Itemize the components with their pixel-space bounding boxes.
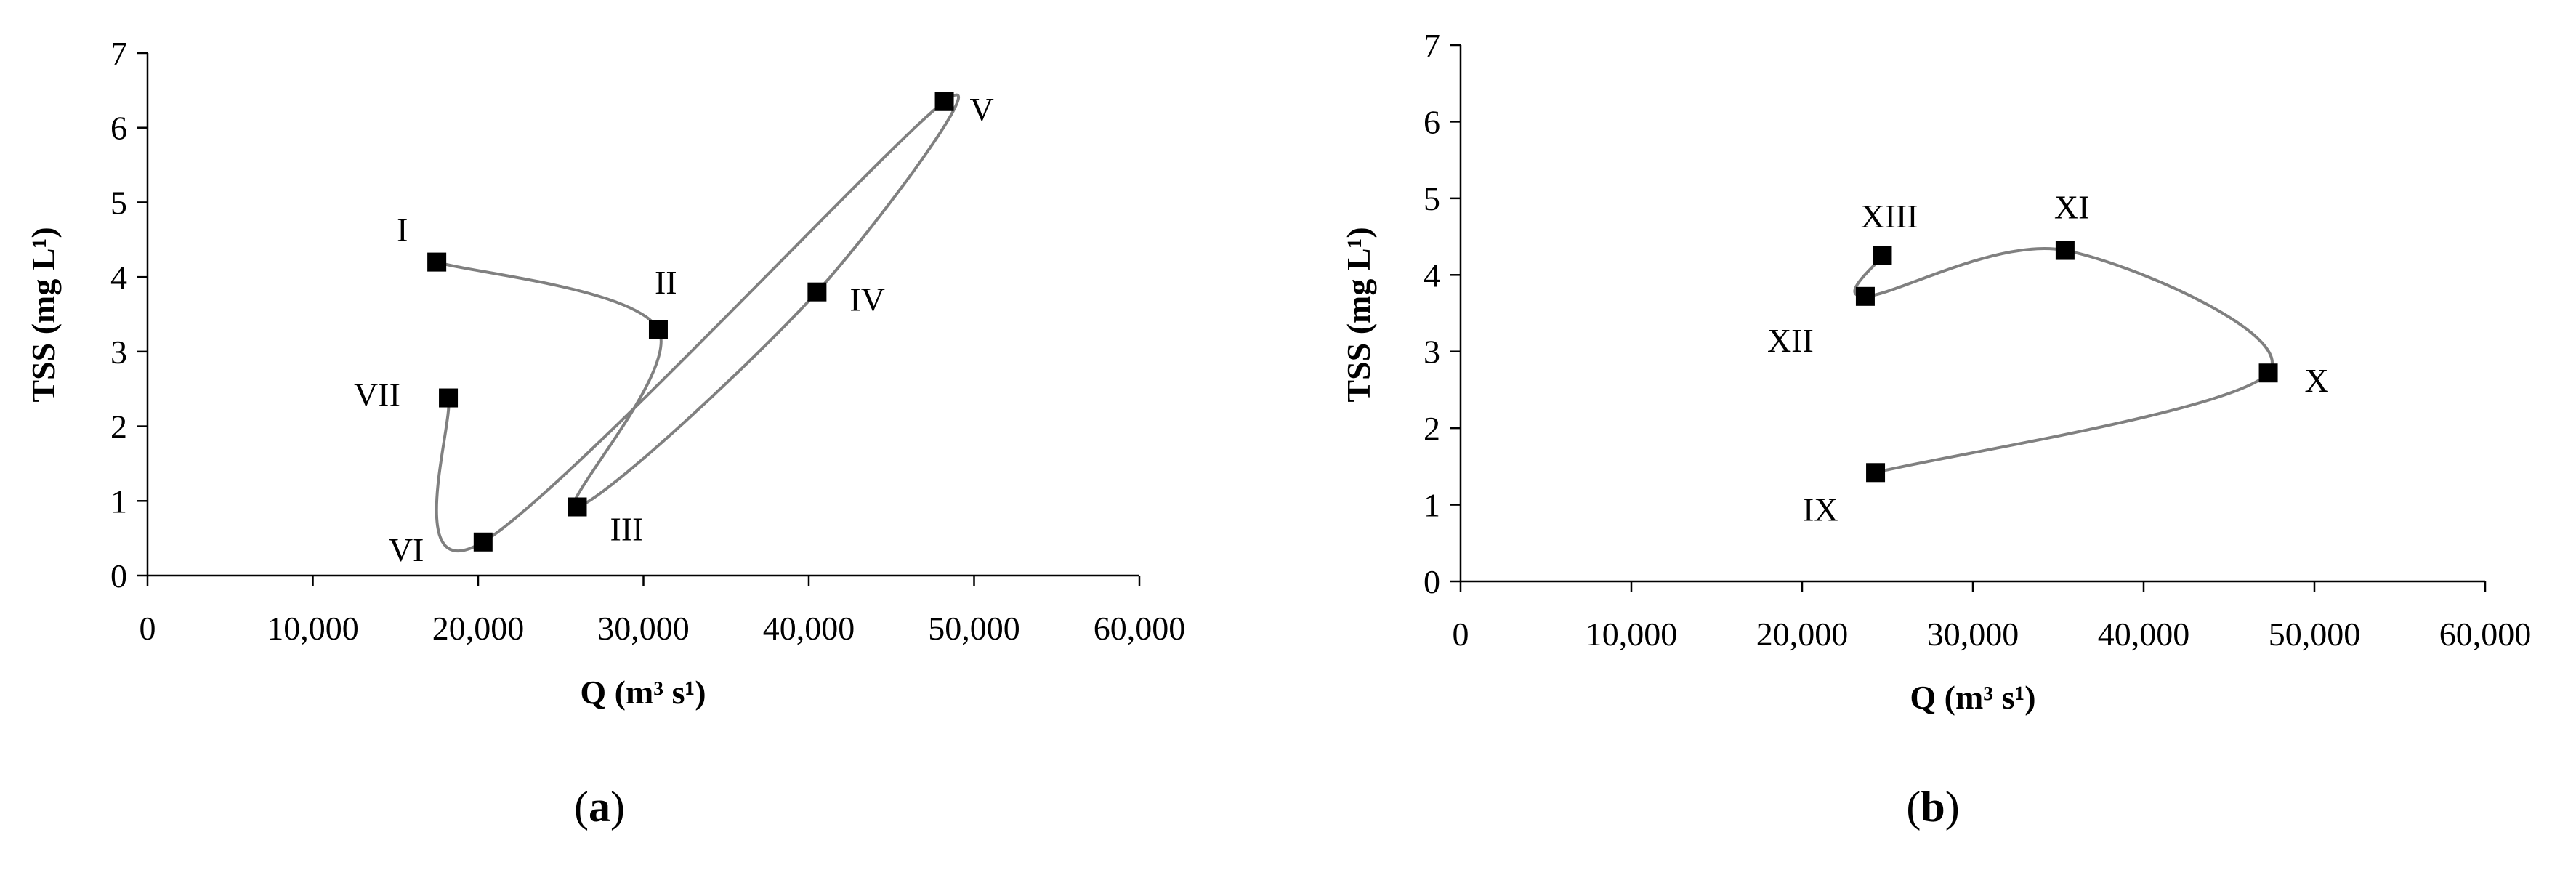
point-label-VII: VII (354, 376, 400, 414)
data-point-IV (807, 282, 827, 302)
x-tick-label: 50,000 (928, 610, 1020, 647)
point-label-II: II (655, 264, 677, 301)
hysteresis-curve (435, 93, 961, 552)
y-tick-label: 5 (110, 184, 127, 221)
y-axis-label: TSS (mg L¹) (25, 227, 62, 402)
data-point-XIII (1873, 246, 1892, 265)
y-tick-label: 3 (1424, 334, 1440, 371)
data-point-VII (439, 388, 459, 408)
x-axis-label: Q (m³ s¹) (1910, 679, 2035, 716)
point-label-X: X (2305, 362, 2329, 399)
y-tick-label: 1 (1424, 487, 1440, 524)
x-tick-label: 0 (140, 610, 156, 647)
y-tick-label: 7 (110, 35, 127, 72)
panel-label: (b) (1906, 783, 1959, 831)
x-tick-label: 20,000 (1756, 616, 1849, 653)
point-label-IV: IV (849, 281, 885, 318)
y-axis-label: TSS (mg L¹) (1340, 227, 1377, 402)
x-tick-label: 60,000 (2439, 616, 2532, 653)
data-point-IX (1866, 463, 1886, 483)
x-tick-label: 10,000 (267, 610, 359, 647)
y-tick-label: 2 (110, 408, 127, 445)
point-label-I: I (397, 211, 408, 249)
point-label-XIII: XIII (1860, 198, 1918, 235)
y-tick-label: 6 (110, 110, 127, 147)
y-tick-label: 6 (1424, 103, 1440, 140)
point-label-IX: IX (1803, 491, 1838, 528)
data-point-III (568, 497, 587, 517)
data-point-II (648, 320, 668, 339)
y-tick-label: 0 (110, 557, 127, 594)
y-tick-label: 5 (1424, 180, 1440, 217)
point-label-XI: XI (2054, 189, 2090, 226)
x-axis-label: Q (m³ s¹) (580, 674, 706, 711)
x-tick-label: 40,000 (763, 610, 855, 647)
data-point-I (427, 252, 447, 272)
point-label-III: III (610, 511, 644, 548)
data-point-XI (2055, 241, 2075, 260)
x-tick-label: 30,000 (1927, 616, 2019, 653)
x-tick-label: 20,000 (432, 610, 525, 647)
point-label-XII: XII (1767, 322, 1814, 359)
y-tick-label: 1 (110, 483, 127, 520)
y-tick-label: 7 (1424, 27, 1440, 64)
chart-panel-a: 0 10,000 20,000 30,000 40,000 50,000 60,000 0 1 2… (25, 35, 1185, 831)
x-tick-label: 0 (1453, 616, 1469, 653)
x-tick-label: 40,000 (2098, 616, 2190, 653)
x-tick-label: 60,000 (1094, 610, 1186, 647)
x-tick-label: 30,000 (597, 610, 690, 647)
hysteresis-curve (1853, 247, 2274, 475)
data-point-V (934, 92, 954, 111)
chart-panel-b: 0 10,000 20,000 30,000 40,000 50,000 60,000 0 1 2… (1340, 27, 2531, 831)
y-tick-label: 0 (1424, 563, 1440, 600)
x-tick-label: 10,000 (1586, 616, 1678, 653)
point-label-VI: VI (389, 531, 424, 568)
y-tick-label: 4 (1424, 257, 1440, 294)
y-tick-label: 3 (110, 334, 127, 371)
point-label-V: V (970, 91, 994, 128)
data-point-X (2258, 363, 2278, 383)
data-point-VI (473, 532, 493, 552)
data-point-XII (1855, 286, 1875, 306)
panel-label: (a) (574, 783, 625, 831)
y-tick-label: 2 (1424, 410, 1440, 447)
x-tick-label: 50,000 (2269, 616, 2361, 653)
y-tick-label: 4 (110, 259, 127, 296)
